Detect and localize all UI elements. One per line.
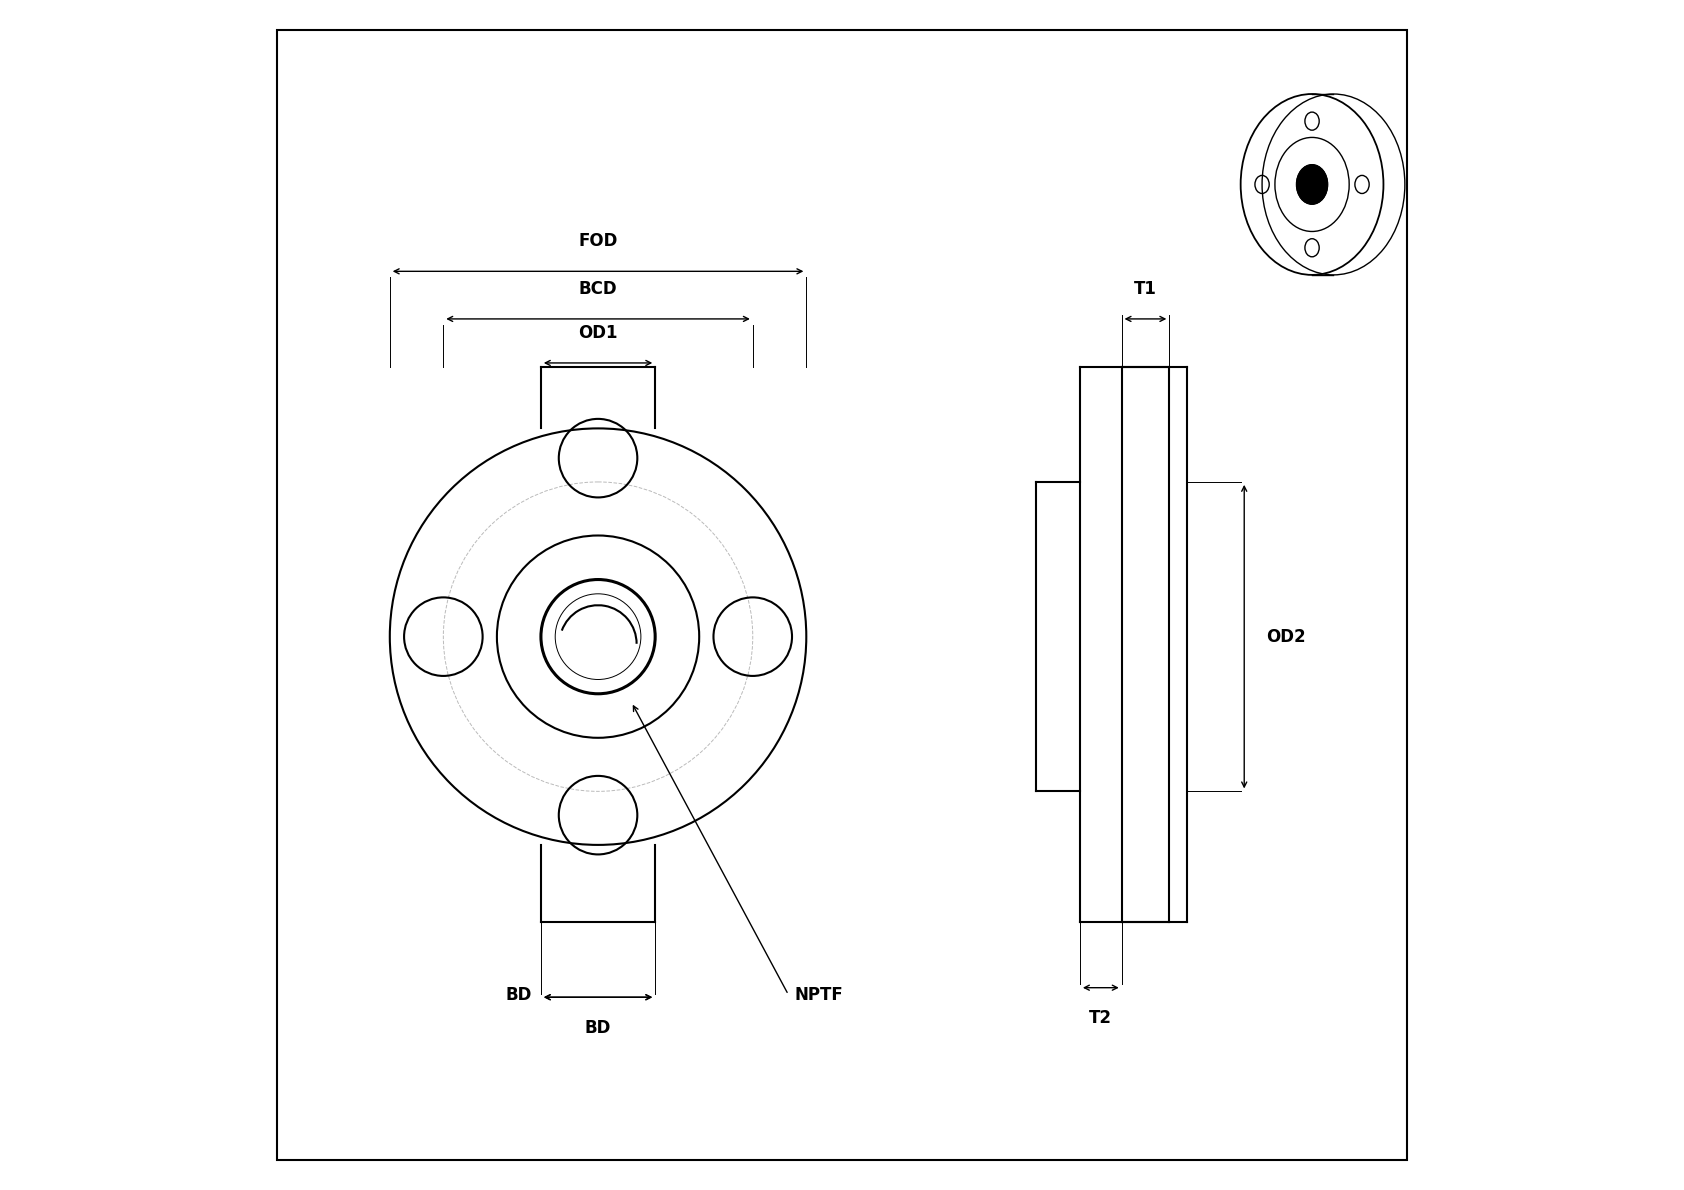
- Text: OD1: OD1: [578, 324, 618, 342]
- Text: BD: BD: [584, 1019, 611, 1036]
- Text: NPTF: NPTF: [795, 985, 844, 1004]
- Text: OD2: OD2: [1266, 627, 1305, 646]
- Text: BD: BD: [505, 985, 532, 1004]
- Text: BCD: BCD: [579, 280, 618, 298]
- Text: T1: T1: [1133, 280, 1157, 298]
- Ellipse shape: [1297, 164, 1327, 205]
- Text: T2: T2: [1090, 1009, 1113, 1027]
- Text: FOD: FOD: [578, 232, 618, 250]
